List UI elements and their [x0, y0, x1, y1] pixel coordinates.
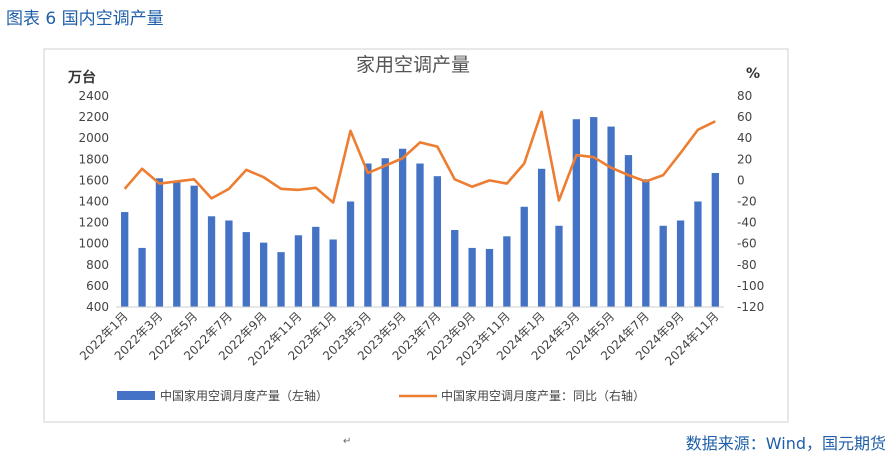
- bar: [555, 225, 563, 307]
- bar: [260, 242, 268, 307]
- bar: [537, 168, 546, 307]
- bar: [451, 229, 459, 307]
- bar: [155, 178, 164, 307]
- right-tick-label: 0: [737, 173, 745, 187]
- bar: [398, 148, 407, 307]
- left-tick-label: 1400: [78, 195, 109, 209]
- source-text: 数据来源：Wind，国元期货: [685, 434, 886, 453]
- bar: [520, 206, 528, 307]
- bar: [277, 252, 285, 307]
- bar: [312, 226, 320, 307]
- right-tick-label: -40: [737, 216, 757, 230]
- legend: 中国家用空调月度产量（左轴） 中国家用空调月度产量：同比（右轴）: [117, 388, 645, 403]
- left-tick-label: 2200: [78, 110, 109, 124]
- right-tick-label: -60: [737, 237, 757, 251]
- bar: [225, 220, 233, 307]
- right-axis-unit: %: [746, 66, 760, 82]
- bar: [121, 212, 129, 307]
- bar: [590, 117, 598, 307]
- bar: [624, 155, 633, 307]
- left-axis-ticks: 400 600 800 1000 1200 1400 1600 1800 2000 2200 240…: [78, 89, 109, 314]
- left-tick-label: 2400: [78, 89, 109, 103]
- right-axis-ticks: -120 -100 -80 -60 -40 -20 0 20 40 60 80: [737, 89, 764, 314]
- left-tick-label: 1800: [78, 152, 109, 166]
- bar: [381, 158, 389, 307]
- bar: [642, 179, 650, 307]
- bar: [694, 201, 702, 307]
- footnote-mark: ↵: [343, 436, 352, 447]
- bar: [659, 225, 667, 307]
- figure-title: 图表 6 国内空调产量: [6, 9, 164, 29]
- right-tick-label: -20: [737, 195, 757, 209]
- bar: [572, 119, 580, 308]
- bar: [173, 181, 181, 307]
- bar: [242, 232, 250, 307]
- bar: [485, 248, 494, 307]
- bar: [294, 235, 303, 307]
- left-tick-label: 1600: [78, 173, 109, 187]
- right-tick-label: 80: [737, 89, 752, 103]
- bar: [433, 176, 442, 307]
- bar: [329, 239, 337, 307]
- left-tick-label: 800: [86, 258, 109, 272]
- bar: [346, 201, 355, 307]
- chart-title: 家用空调产量: [356, 54, 470, 76]
- yoy-line-series: [123, 110, 716, 204]
- left-axis-unit: 万台: [67, 69, 96, 86]
- left-tick-label: 2000: [78, 131, 109, 145]
- legend-bar-swatch: [117, 391, 155, 400]
- bar-series: [121, 117, 719, 308]
- left-tick-label: 400: [86, 300, 109, 314]
- right-tick-label: 40: [737, 131, 752, 145]
- bar: [138, 247, 146, 307]
- legend-line-label: 中国家用空调月度产量：同比（右轴）: [441, 388, 645, 403]
- bar: [676, 220, 685, 307]
- bar: [364, 163, 372, 307]
- left-tick-label: 1000: [78, 237, 109, 251]
- bar: [607, 126, 615, 307]
- bar: [503, 236, 511, 307]
- bar: [711, 173, 719, 307]
- bar: [468, 247, 476, 307]
- left-tick-label: 600: [86, 279, 109, 293]
- right-tick-label: -120: [737, 300, 764, 314]
- bar: [207, 216, 216, 307]
- right-tick-label: 60: [737, 110, 752, 124]
- left-tick-label: 1200: [78, 216, 109, 230]
- right-tick-label: -100: [737, 279, 764, 293]
- chart-frame: [43, 48, 789, 423]
- legend-bar-label: 中国家用空调月度产量（左轴）: [160, 388, 328, 403]
- bar: [190, 185, 198, 307]
- right-tick-label: -80: [737, 258, 757, 272]
- right-tick-label: 20: [737, 152, 752, 166]
- bar: [416, 163, 424, 307]
